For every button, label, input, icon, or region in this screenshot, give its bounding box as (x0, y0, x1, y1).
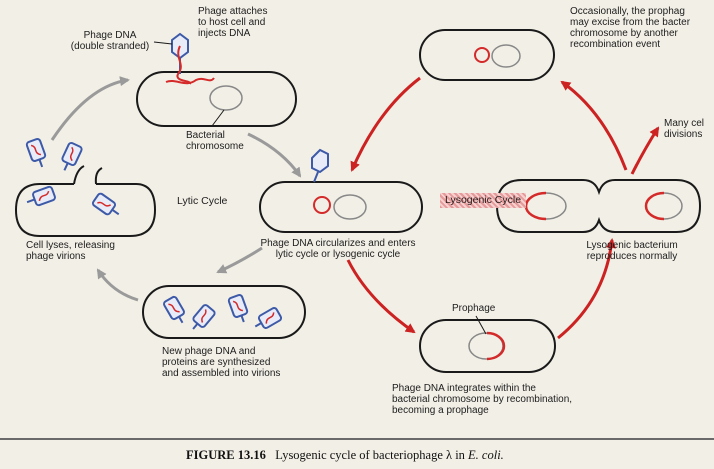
label-many-cell-divisions: Many cel divisions (664, 118, 705, 140)
prophage-pointer (475, 315, 487, 335)
label-lysogenic-bacterium: Lysogenic bacterium reproduces normally (586, 240, 678, 262)
label-phage-integrates: Phage DNA integrates within the bacteria… (392, 383, 573, 416)
label-phage-dna: Phage DNA (double stranded) (70, 30, 150, 52)
arrow-lytic-circularize-to-assembly (216, 246, 263, 274)
integrated-prophage (486, 331, 506, 361)
arrow-lysogenic-dividing-to-excision (560, 80, 628, 171)
lysogenic-cycle-diagram (14, 29, 702, 373)
cell-virion-assembly (142, 285, 306, 339)
empty-phage-capsid (311, 148, 329, 183)
circular-phage-dna (313, 196, 331, 214)
bacterial-chromosome-circle (209, 85, 243, 111)
label-circularizes: Phage DNA circularizes and enters lytic … (260, 238, 416, 260)
cell-prophage (419, 319, 556, 373)
cell-lysogenic-dividing (495, 179, 702, 233)
arrow-lysogenic-excision-to-circularize (350, 76, 421, 172)
injected-dna (165, 77, 215, 85)
label-lytic-cycle: Lytic Cycle (177, 195, 228, 207)
excised-phage-dna (474, 47, 490, 63)
arrow-lysogenic-prophage-to-dividing (557, 238, 617, 340)
caption-organism: E. coli. (468, 448, 504, 462)
cell-phage-attachment (136, 32, 297, 127)
label-new-phage-dna: New phage DNA and proteins are synthesiz… (162, 346, 281, 379)
arrow-many-divisions (630, 126, 660, 175)
label-occasionally: Occasionally, the prophag may excise fro… (570, 6, 691, 50)
cell-prophage-excision (419, 29, 555, 81)
arrow-lytic-lysis-to-attach (50, 76, 130, 141)
cell-lysing (14, 165, 157, 237)
label-lysogenic-cycle: Lysogenic Cycle (440, 193, 527, 208)
attached-phage (171, 32, 192, 85)
label-phage-attaches: Phage attaches to host cell and injects … (198, 6, 268, 39)
phage-dna-pointer (153, 41, 173, 45)
arrow-lytic-assembly-to-lysis (96, 268, 139, 302)
arrow-lytic-attach-to-circularize (247, 132, 302, 178)
label-prophage: Prophage (452, 303, 496, 314)
caption-figure-number: FIGURE 13.16 (186, 448, 266, 462)
released-phage-virions (25, 138, 120, 216)
cell-circularized-dna (259, 181, 423, 233)
label-cell-lyses: Cell lyses, releasing phage virions (26, 240, 115, 262)
caption-text: Lysogenic cycle of bacteriophage λ in (275, 448, 465, 462)
label-bacterial-chromosome: Bacterial chromosome (186, 130, 244, 152)
figure-caption: FIGURE 13.16 Lysogenic cycle of bacterio… (0, 438, 714, 469)
arrow-lysogenic-circularize-to-prophage (346, 259, 416, 334)
chromosome-pointer (211, 109, 225, 127)
